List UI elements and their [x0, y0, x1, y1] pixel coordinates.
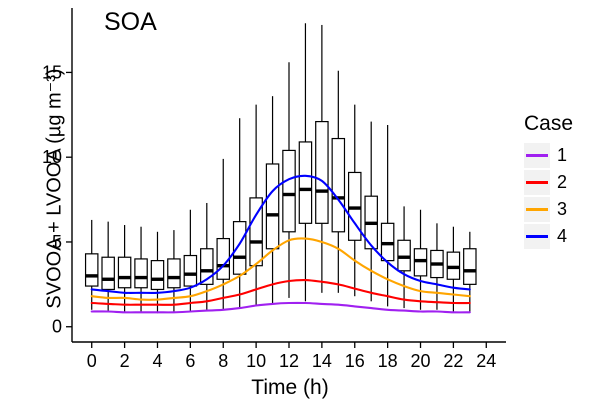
- legend-item-label: 3: [557, 199, 568, 219]
- legend-line-sample: [526, 154, 548, 157]
- legend-key-swatch: [524, 170, 550, 195]
- svg-text:5: 5: [52, 232, 62, 252]
- legend-line-sample: [526, 235, 548, 238]
- legend-items: 1 2 3 4: [524, 142, 573, 250]
- svg-text:20: 20: [410, 351, 430, 371]
- legend-item-label: 2: [557, 172, 568, 192]
- legend-key-swatch: [524, 197, 550, 222]
- svg-text:0: 0: [52, 317, 62, 337]
- svg-text:22: 22: [443, 351, 463, 371]
- svg-text:14: 14: [312, 351, 332, 371]
- svg-text:10: 10: [246, 351, 266, 371]
- legend-line-sample: [526, 208, 548, 211]
- y-axis-label: SVOOA + LVOOA (µg m⁻³): [43, 68, 66, 309]
- svg-text:6: 6: [185, 351, 195, 371]
- svg-text:18: 18: [378, 351, 398, 371]
- svg-text:10: 10: [42, 147, 62, 167]
- legend-item: 4: [524, 223, 573, 250]
- legend-item: 2: [524, 169, 573, 196]
- legend-item-label: 1: [557, 145, 568, 165]
- legend-item: 3: [524, 196, 573, 223]
- legend-key-swatch: [524, 143, 550, 168]
- svg-text:15: 15: [42, 62, 62, 82]
- legend-key-swatch: [524, 224, 550, 249]
- svg-text:24: 24: [476, 351, 496, 371]
- svg-text:2: 2: [120, 351, 130, 371]
- svg-text:4: 4: [152, 351, 162, 371]
- svg-text:0: 0: [87, 351, 97, 371]
- legend: Case 1 2 3 4: [524, 112, 573, 250]
- legend-item-label: 4: [557, 226, 568, 246]
- legend-title: Case: [524, 112, 574, 135]
- svg-text:16: 16: [345, 351, 365, 371]
- svg-text:12: 12: [279, 351, 299, 371]
- legend-item: 1: [524, 142, 573, 169]
- legend-line-sample: [526, 181, 548, 184]
- svg-text:8: 8: [218, 351, 228, 371]
- x-axis-label: Time (h): [251, 376, 329, 399]
- plot-title: SOA: [104, 8, 157, 36]
